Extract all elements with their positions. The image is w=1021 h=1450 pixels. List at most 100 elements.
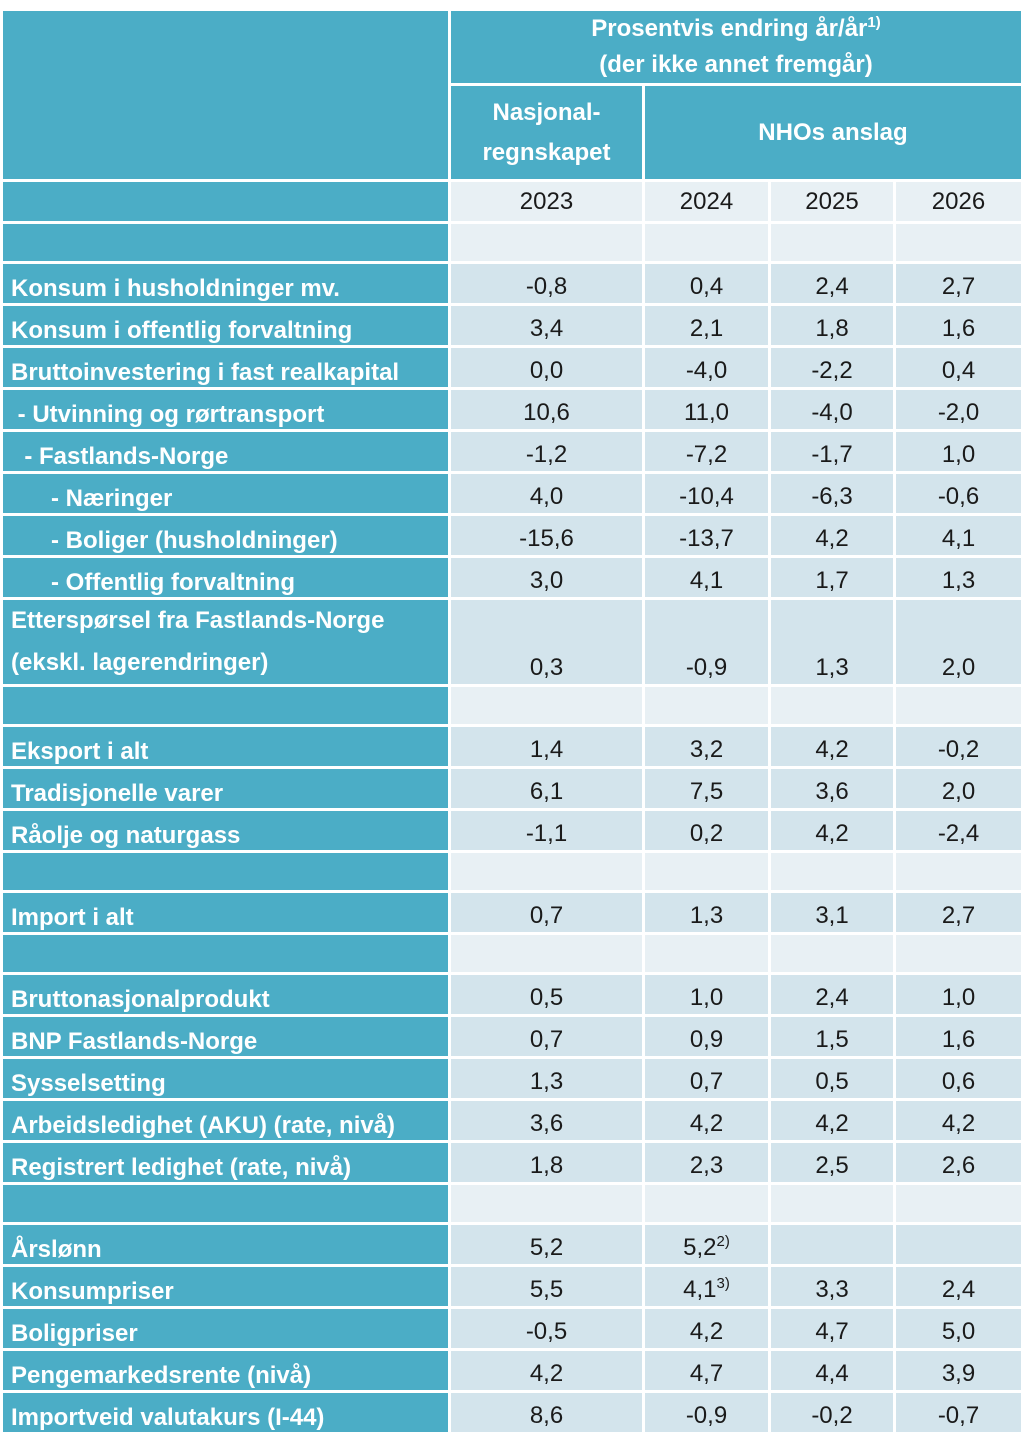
value-text: 0,5 [529, 984, 564, 1011]
value-text: -2,4 [937, 820, 980, 847]
value-cell: -15,6 [448, 513, 645, 558]
value-cell: -2,4 [893, 808, 1021, 853]
value-cell: 3,4 [448, 303, 645, 348]
value-cell: 4,2 [768, 1098, 896, 1143]
forecast-table: Prosentvis endring år/år1) (der ikke ann… [0, 8, 1021, 1435]
row-label: Importveid valutakurs (I-44) [0, 1390, 451, 1435]
value-text: 3,9 [941, 1360, 976, 1387]
header-main-line1: Prosentvis endring år/år1) [591, 14, 881, 42]
value-cell: -10,4 [642, 471, 771, 516]
value-text: 1,4 [529, 736, 564, 763]
value-text: 0,4 [941, 357, 976, 384]
value-cell: -6,3 [768, 471, 896, 516]
value-text: 1,6 [941, 1026, 976, 1053]
header-nasjonalregnskapet: Nasjonal- regnskapet [448, 83, 645, 182]
value-cell: -1,1 [448, 808, 645, 853]
value-cell: 2,0 [893, 766, 1021, 811]
value-text: 0,9 [689, 1026, 724, 1053]
spacer-row [0, 684, 1021, 727]
value-cell: -0,9 [642, 597, 771, 687]
value-cell: -13,7 [642, 513, 771, 558]
value-text: 7,5 [689, 778, 724, 805]
value-cell: 4,2 [448, 1348, 645, 1393]
table-row: Tradisjonelle varer 6,1 7,5 3,6 2,0 [0, 766, 1021, 811]
value-text: 4,2 [689, 1110, 724, 1137]
value-text: -0,2 [811, 1402, 853, 1429]
spacer-cell [448, 850, 645, 893]
spacer-cell [893, 1182, 1021, 1225]
value-text: -2,2 [811, 357, 853, 384]
value-text: 4,7 [689, 1360, 724, 1387]
table-row: - Boliger (husholdninger) -15,6 -13,7 4,2 4,… [0, 513, 1021, 558]
row-label: Sysselsetting [0, 1056, 451, 1101]
value-text: 0,7 [689, 1068, 724, 1095]
table-row: Sysselsetting 1,3 0,7 0,5 0,6 [0, 1056, 1021, 1101]
value-text: 4,0 [529, 483, 564, 510]
row-label: Import i alt [0, 890, 451, 935]
row-label [0, 932, 451, 975]
spacer-cell [448, 932, 645, 975]
value-text: 4,7 [815, 1318, 849, 1345]
value-cell: 4,2 [768, 513, 896, 558]
value-text: 0,0 [529, 357, 564, 384]
value-cell: -0,2 [893, 724, 1021, 769]
spacer-cell [642, 221, 771, 264]
value-text: -0,5 [525, 1318, 568, 1345]
value-text: 4,2 [529, 1360, 564, 1387]
value-text: -15,6 [519, 525, 574, 552]
spacer-cell [642, 684, 771, 727]
value-text: -1,1 [525, 820, 568, 847]
value-text: 2,4 [815, 273, 849, 300]
value-text: 0,4 [689, 273, 724, 300]
value-cell: 1,6 [893, 1014, 1021, 1059]
value-text: 2,4 [815, 984, 849, 1011]
value-text: 6,1 [529, 778, 564, 805]
row-label-text: Årslønn [11, 1236, 102, 1263]
value-text: 0,6 [941, 1068, 976, 1095]
value-text: 10,6 [523, 399, 570, 426]
table-row: - Utvinning og rørtransport 10,6 11,0 -4,0 -… [0, 387, 1021, 432]
value-text: 5,0 [941, 1318, 976, 1345]
value-text: -0,9 [685, 654, 728, 681]
value-text: 3,6 [529, 1110, 564, 1137]
row-label-text: - Utvinning og rørtransport [11, 401, 325, 428]
row-label-text: Pengemarkedsrente (nivå) [11, 1362, 312, 1389]
value-cell: 2,3 [642, 1140, 771, 1185]
row-label: Eksport i alt [0, 724, 451, 769]
row-label-text: - Boliger (husholdninger) [11, 527, 338, 554]
value-cell: 1,8 [448, 1140, 645, 1185]
value-text: -4,0 [811, 399, 853, 426]
spacer-cell [768, 221, 896, 264]
value-text: 1,3 [815, 654, 849, 681]
header-na-line1: Nasjonal- [492, 98, 601, 126]
row-label-text: Registrert ledighet (rate, nivå) [11, 1154, 352, 1181]
value-cell: 0,4 [893, 345, 1021, 390]
value-text: -6,3 [811, 483, 853, 510]
table-row: Bruttonasjonalprodukt 0,5 1,0 2,4 1,0 [0, 972, 1021, 1017]
value-text: 1,8 [815, 315, 849, 342]
row-label: - Boliger (husholdninger) [0, 513, 451, 558]
row-label-text: Sysselsetting [11, 1070, 166, 1097]
row-label-text: Konsum i offentlig forvaltning [11, 317, 353, 344]
value-cell: 4,4 [768, 1348, 896, 1393]
value-cell: 0,7 [448, 1014, 645, 1059]
row-label-text: BNP Fastlands-Norge [11, 1028, 258, 1055]
header-na-line2: regnskapet [482, 138, 611, 166]
value-text: 3,0 [529, 567, 564, 594]
year-row-label [0, 179, 451, 224]
row-label: - Fastlands-Norge [0, 429, 451, 474]
row-label: Tradisjonelle varer [0, 766, 451, 811]
value-text: 4,1 [683, 1276, 717, 1303]
value-cell: 6,1 [448, 766, 645, 811]
value-cell: 0,5 [768, 1056, 896, 1101]
value-text: 4,1 [941, 525, 976, 552]
value-cell: 4,1 [642, 555, 771, 600]
row-label: - Offentlig forvaltning [0, 555, 451, 600]
value-cell: 2,7 [893, 261, 1021, 306]
value-cell: 3,9 [893, 1348, 1021, 1393]
value-cell [768, 1222, 896, 1267]
table-row: Eksport i alt 1,4 3,2 4,2 -0,2 [0, 724, 1021, 769]
value-cell: 3,2 [642, 724, 771, 769]
header-nho-anslag: NHOs anslag [642, 83, 1021, 182]
table-row: Råolje og naturgass -1,1 0,2 4,2 -2,4 [0, 808, 1021, 853]
